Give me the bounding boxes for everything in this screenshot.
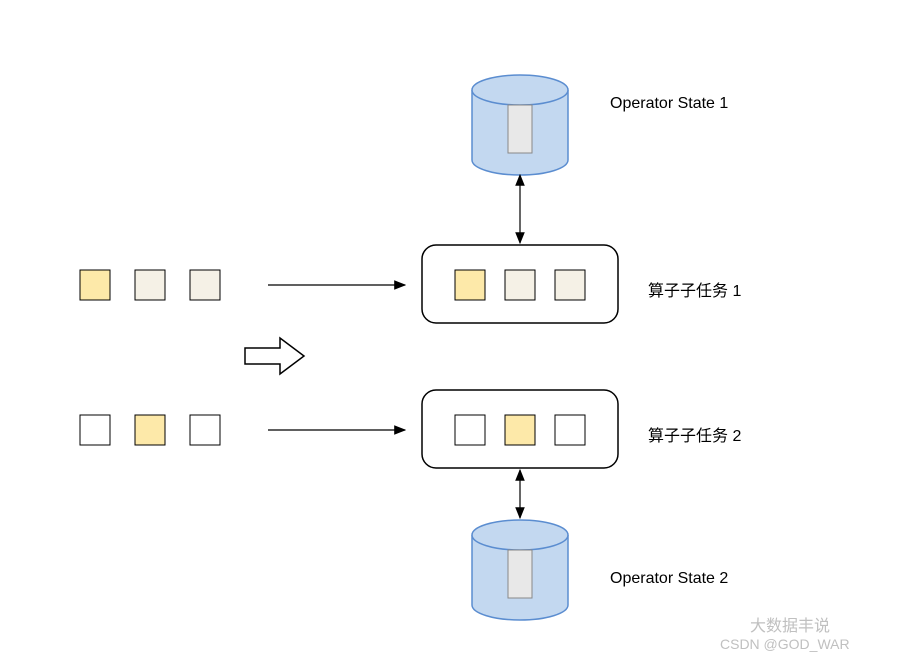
- diagram-canvas: [0, 0, 900, 660]
- operator-state-1-cylinder: [472, 75, 568, 175]
- operator-state-1-label: Operator State 1: [610, 95, 728, 113]
- input-row-2: [80, 415, 220, 445]
- operator-state-2-cylinder: [472, 520, 568, 620]
- operator-state-2-label: Operator State 2: [610, 570, 728, 588]
- task-row-2-boxes: [455, 415, 585, 445]
- task-row-1-boxes: [455, 270, 585, 300]
- watermark-bottom: CSDN @GOD_WAR: [720, 636, 850, 652]
- input-row-1: [80, 270, 220, 300]
- task-2-label: 算子子任务 2: [648, 422, 741, 446]
- task-1-label: 算子子任务 1: [648, 277, 741, 301]
- hollow-arrow: [245, 338, 304, 374]
- watermark-top: 大数据丰说: [750, 612, 830, 636]
